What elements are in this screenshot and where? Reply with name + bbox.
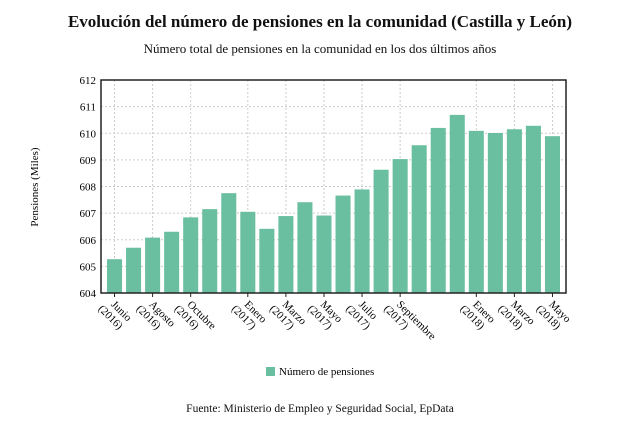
x-tick-label: Enero(2017) bbox=[229, 294, 269, 334]
bar bbox=[335, 195, 351, 293]
y-axis-label: Pensiones (Miles) bbox=[29, 147, 41, 226]
bar bbox=[411, 145, 427, 293]
bar bbox=[354, 189, 370, 293]
plot-frame bbox=[100, 79, 567, 294]
x-tick-label: Mayo(2017) bbox=[305, 294, 345, 334]
y-tick-label: 606 bbox=[80, 235, 97, 247]
bar bbox=[164, 231, 180, 293]
x-tick-label: Octubre(2016) bbox=[172, 294, 218, 340]
y-tick-label: 605 bbox=[80, 261, 97, 273]
legend-swatch bbox=[266, 367, 275, 376]
y-tick-label: 612 bbox=[80, 75, 97, 87]
bar bbox=[240, 211, 256, 293]
bar bbox=[107, 259, 123, 293]
bar bbox=[525, 125, 541, 293]
bar bbox=[297, 202, 313, 293]
y-tick-label: 609 bbox=[80, 155, 97, 167]
bar bbox=[506, 129, 522, 293]
y-tick-label: 607 bbox=[80, 208, 97, 220]
x-tick-label: Julio(2017) bbox=[343, 294, 381, 332]
x-tick-label: Marzo(2017) bbox=[267, 294, 309, 336]
x-tick-label: Agosto(2016) bbox=[134, 294, 178, 338]
y-tick-label: 610 bbox=[80, 128, 97, 140]
y-tick-label: 611 bbox=[80, 102, 96, 114]
x-tick-label: Marzo(2018) bbox=[496, 294, 538, 336]
bar bbox=[221, 193, 237, 293]
bar bbox=[487, 132, 503, 293]
bar bbox=[373, 169, 389, 293]
bar bbox=[468, 130, 484, 293]
legend-label: Número de pensiones bbox=[279, 366, 374, 378]
y-tick-label: 608 bbox=[80, 182, 97, 194]
x-tick-label: Junio(2016) bbox=[96, 294, 134, 332]
source-note: Fuente: Ministerio de Empleo y Seguridad… bbox=[186, 403, 454, 415]
bar bbox=[316, 215, 332, 293]
bar bbox=[126, 247, 142, 293]
bar bbox=[449, 114, 465, 293]
y-tick-label: 604 bbox=[80, 288, 97, 300]
chart-title: Evolución del número de pensiones en la … bbox=[67, 12, 573, 31]
x-tick-label: Mayo(2018) bbox=[534, 294, 574, 334]
chart-subtitle: Número total de pensiones en la comunida… bbox=[143, 41, 497, 56]
bar bbox=[202, 209, 218, 293]
bar bbox=[278, 216, 294, 293]
bar bbox=[544, 136, 560, 293]
bar bbox=[183, 217, 199, 293]
x-tick-label: Septiembre(2017) bbox=[381, 294, 438, 351]
bar bbox=[392, 159, 408, 293]
bar bbox=[430, 127, 446, 293]
bar bbox=[145, 237, 161, 293]
bar bbox=[259, 228, 275, 293]
x-tick-label: Enero(2018) bbox=[457, 294, 497, 334]
